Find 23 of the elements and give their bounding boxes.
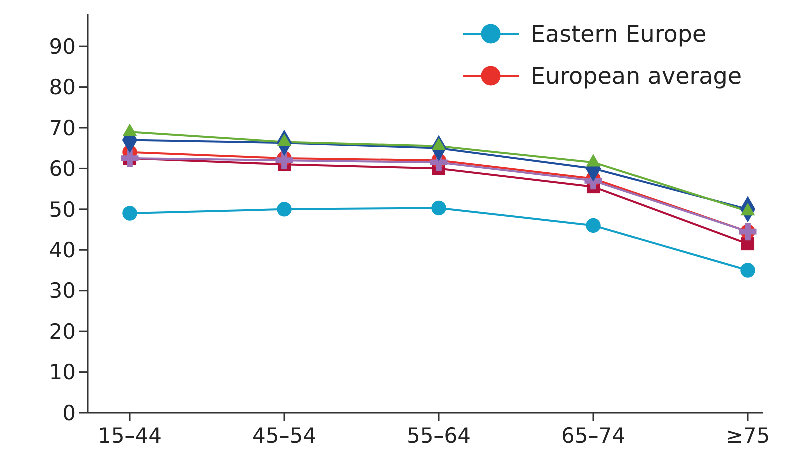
point [122,206,138,221]
y-tick-label: 80 [49,76,76,100]
y-tick-label: 70 [49,116,76,140]
y-tick-label: 50 [49,198,76,222]
y-tick-label: 30 [49,279,76,304]
y-tick-label: 20 [49,320,76,344]
legend-label: European average [531,64,742,90]
x-tick-label: ≥75 [726,424,770,448]
point [432,200,446,216]
x-tick-label: 65–74 [562,424,626,448]
legend-label: Eastern Europe [531,22,707,48]
x-tick-label: 45–54 [252,424,316,448]
y-tick-label: 0 [62,401,76,426]
y-tick-label: 10 [49,360,76,385]
y-tick-label: 40 [49,238,76,262]
y-tick-label: 90 [49,34,76,59]
y-tick-label: 60 [49,157,76,182]
point [276,152,294,170]
point [740,263,756,278]
x-tick-label: 15–44 [98,424,162,448]
point [586,218,601,234]
x-tick-label: 55–64 [407,424,471,448]
point [277,202,292,217]
